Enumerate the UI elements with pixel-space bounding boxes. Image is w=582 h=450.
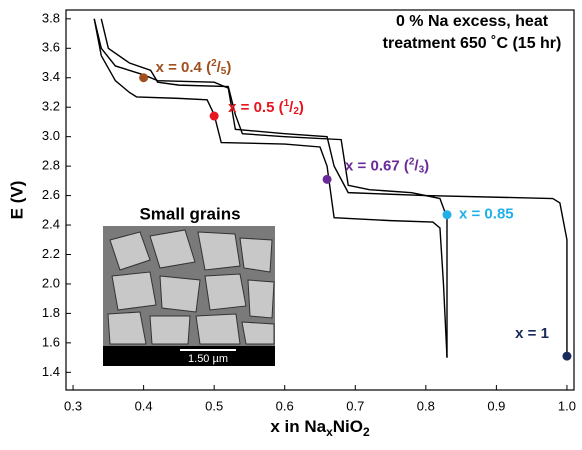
x-tick-label: 0.9	[487, 398, 505, 413]
y-tick-label: 3.4	[42, 69, 60, 84]
point-label: x = 0.85	[459, 206, 514, 223]
y-tick-label: 1.6	[42, 334, 60, 349]
title-line: treatment 650 ˚C (15 hr)	[383, 35, 562, 52]
point-label-part: /	[217, 59, 222, 76]
data-point	[322, 174, 332, 184]
plot-frame	[65, 9, 575, 391]
x-axis-label: x in NaxNiO2	[270, 417, 370, 439]
point-label-part: 2	[293, 106, 299, 117]
x-axis-label-part: x in Na	[270, 417, 326, 436]
point-label-part: /	[289, 99, 294, 116]
y-tick-label: 2.8	[42, 158, 60, 173]
x-tick-label: 0.7	[346, 398, 364, 413]
point-label: x = 0.67 (2/3)	[345, 156, 429, 175]
x-tick-label: 0.4	[135, 398, 153, 413]
point-label: x = 0.4 (2/5)	[156, 57, 232, 76]
data-point	[209, 111, 219, 121]
data-point	[139, 73, 149, 83]
inset: 1.50 µm Small grains	[103, 204, 275, 366]
y-tick-label: 2.6	[42, 187, 60, 202]
point-label-part: x = 1	[515, 325, 549, 342]
point-label-part: )	[226, 59, 231, 76]
y-tick-label: 2.4	[42, 216, 60, 231]
x-tick-label: 1.0	[558, 398, 576, 413]
point-label: x = 1	[515, 325, 549, 342]
y-tick-label: 3.8	[42, 10, 60, 25]
curve	[93, 18, 448, 358]
point-label-part: 1	[284, 98, 290, 109]
point-label-part: x = 0.5 (	[228, 99, 283, 116]
point-label-part: x = 0.4 (	[156, 59, 211, 76]
point-label: x = 0.5 (1/2)	[228, 98, 304, 117]
point-label-part: 2	[409, 156, 415, 167]
inset-title: Small grains	[139, 204, 240, 223]
data-point	[562, 351, 572, 361]
y-tick-label: 3.2	[42, 99, 60, 114]
y-tick-label: 1.4	[42, 364, 60, 379]
curve	[100, 18, 448, 358]
grains	[107, 229, 275, 345]
title-line: 0 % Na excess, heat	[396, 13, 549, 30]
y-tick-label: 2.2	[42, 246, 60, 261]
point-label-part: 2	[211, 57, 217, 68]
y-tick-label: 3.0	[42, 128, 60, 143]
point-label-part: x = 0.67 (	[345, 157, 409, 174]
y-axis-label: E (V)	[7, 181, 26, 220]
y-tick-label: 1.8	[42, 305, 60, 320]
point-label-part: /	[414, 157, 419, 174]
x-tick-label: 0.5	[205, 398, 223, 413]
x-axis-label-part: NiO	[333, 417, 363, 436]
x-axis-label-part: x	[326, 425, 333, 439]
scale-bar-label: 1.50 µm	[188, 353, 228, 365]
x-tick-label: 0.3	[64, 398, 82, 413]
data-point	[442, 210, 452, 220]
x-axis-label-part: 2	[363, 425, 370, 439]
y-tick-label: 3.6	[42, 40, 60, 55]
point-label-part: )	[299, 99, 304, 116]
point-label-part: 5	[221, 65, 227, 76]
point-label-part: x = 0.85	[459, 206, 514, 223]
x-tick-label: 0.6	[276, 398, 294, 413]
y-tick-label: 2.0	[42, 275, 60, 290]
curve	[93, 18, 568, 358]
point-label-part: 3	[419, 164, 425, 175]
point-label-part: )	[424, 157, 429, 174]
x-tick-label: 0.8	[417, 398, 435, 413]
